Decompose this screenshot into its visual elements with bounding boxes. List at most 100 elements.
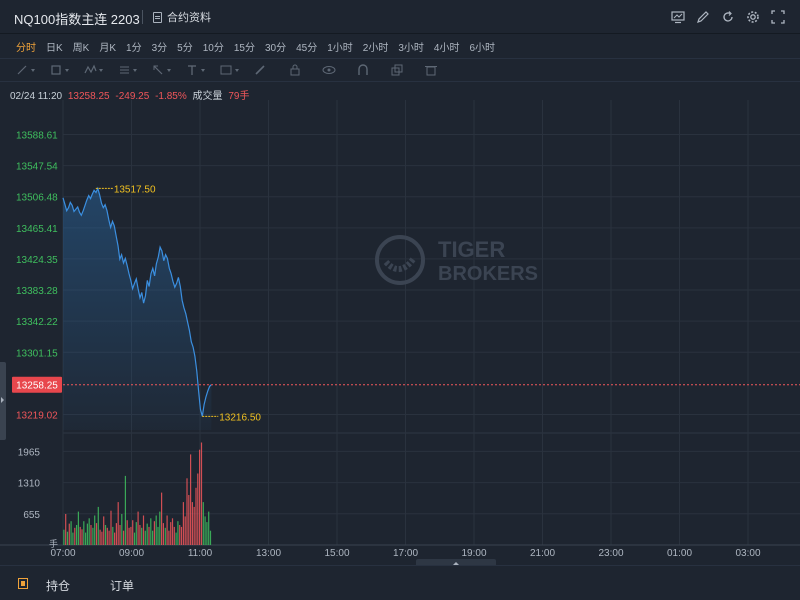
volume-bar <box>142 515 145 545</box>
volume-bar <box>173 526 175 545</box>
volume-bar <box>90 525 92 545</box>
intraday-chart[interactable]: TIGER BROKERS 13588.61 13547.54 13506.48 13… <box>0 100 800 562</box>
period-tab[interactable]: 45分 <box>296 42 318 54</box>
volume-bar <box>68 523 70 545</box>
price-tick-label: 13301.15 <box>16 348 58 359</box>
fullscreen-icon[interactable] <box>770 9 786 25</box>
price-tick-label: 13424.35 <box>16 255 58 266</box>
period-tab[interactable]: 月K <box>99 42 117 54</box>
contract-info-label: 合约资料 <box>167 12 211 24</box>
current-price-tag <box>12 376 62 393</box>
quote-price: 13258.25 <box>67 91 110 102</box>
volume-bar <box>81 529 83 545</box>
volume-bar <box>137 511 139 545</box>
period-tab[interactable]: 30分 <box>264 42 287 54</box>
price-area-fill <box>63 188 212 430</box>
instrument-title: NQ100指数主连 2203 <box>14 12 140 27</box>
header-tools <box>670 9 786 25</box>
volume-bar <box>170 522 172 545</box>
time-tick-label: 21:00 <box>530 548 555 559</box>
volume-bar <box>70 521 72 545</box>
period-tab[interactable]: 1小时 <box>327 42 353 54</box>
quote-datetime: 02/24 11:20 <box>10 91 63 102</box>
current-price-tag-label: 13258.25 <box>16 381 58 392</box>
volume-bar <box>124 475 126 545</box>
period-tab[interactable]: 6小时 <box>469 42 496 54</box>
brush-icon[interactable] <box>254 63 276 77</box>
tab-orders[interactable]: 订单 <box>110 579 135 593</box>
volume-tick-label: 655 <box>23 510 40 521</box>
volume-bar <box>99 529 101 545</box>
volume-bar <box>86 523 88 545</box>
volume-bar <box>114 532 116 545</box>
contract-info-button[interactable]: 合约资料 <box>153 9 211 25</box>
fibonacci-tool-icon[interactable] <box>118 63 140 77</box>
period-tab[interactable]: 4小时 <box>433 42 460 54</box>
price-tick-label: 13588.61 <box>16 131 58 142</box>
period-tab[interactable]: 分时 <box>16 42 36 54</box>
eye-icon[interactable] <box>322 63 344 77</box>
volume-bar <box>79 526 81 545</box>
volume-bar <box>94 515 96 545</box>
volume-bar <box>76 525 78 545</box>
volume-bar <box>162 523 164 545</box>
volume-bar <box>123 530 125 545</box>
image-tool-icon[interactable] <box>220 63 242 77</box>
left-panel-toggle[interactable] <box>0 362 6 440</box>
edit-icon[interactable] <box>695 9 711 25</box>
period-tab[interactable]: 3小时 <box>398 42 424 54</box>
rectangle-tool-icon[interactable] <box>50 63 72 77</box>
volume-bar <box>206 522 208 545</box>
positions-icon <box>18 578 28 589</box>
volume-bar <box>200 442 203 545</box>
volume-bar <box>188 495 190 545</box>
volume-tick-label: 1965 <box>18 447 41 458</box>
volume-bar <box>66 531 69 545</box>
volume-bar <box>199 449 201 545</box>
bottom-panel-toggle[interactable] <box>416 559 496 565</box>
period-tab[interactable]: 15分 <box>233 42 255 54</box>
volume-bar <box>180 526 183 545</box>
volume-bar <box>141 527 143 545</box>
price-tick-label: 13465.41 <box>16 224 58 235</box>
volume-bar <box>197 473 199 545</box>
gear-icon[interactable] <box>745 9 761 25</box>
volume-bar <box>139 525 141 545</box>
period-tab[interactable]: 1分 <box>126 42 142 54</box>
period-tab[interactable]: 日K <box>46 42 63 54</box>
magnet-icon[interactable] <box>356 63 378 77</box>
volume-bar <box>146 523 148 545</box>
volume-bar <box>112 526 114 545</box>
tab-positions[interactable]: 持仓 <box>46 579 71 593</box>
trash-icon[interactable] <box>424 63 446 77</box>
period-tab[interactable]: 10分 <box>202 42 224 54</box>
copy-icon[interactable] <box>390 63 412 77</box>
volume-bar <box>115 523 117 545</box>
refresh-icon[interactable] <box>720 9 736 25</box>
drawing-toolbar <box>0 58 800 82</box>
volume-bar <box>92 527 94 545</box>
text-tool-icon[interactable] <box>186 63 208 77</box>
volume-bar <box>108 530 110 545</box>
period-tab[interactable]: 3分 <box>151 42 168 54</box>
volume-bar <box>74 527 76 545</box>
volume-bar <box>144 530 146 545</box>
price-tick-label: 13506.48 <box>16 193 58 204</box>
period-tab[interactable]: 周K <box>72 42 90 54</box>
volume-bar <box>152 530 154 545</box>
volume-bar <box>161 492 163 545</box>
chart-settings-icon[interactable] <box>670 9 686 25</box>
trendline-tool-icon[interactable] <box>16 63 38 77</box>
volume-bar <box>204 516 206 545</box>
arrow-tool-icon[interactable] <box>152 63 174 77</box>
chart-canvas: TIGER BROKERS 13588.61 13547.54 13506.48 13… <box>0 100 800 559</box>
time-tick-label: 15:00 <box>324 548 349 559</box>
period-tab[interactable]: 5分 <box>177 42 193 54</box>
wave-tool-icon[interactable] <box>84 63 106 77</box>
volume-label: 成交量 <box>192 91 223 102</box>
period-tab[interactable]: 2小时 <box>362 42 389 54</box>
quote-change-percent: -1.85% <box>155 91 187 102</box>
lock-icon[interactable] <box>288 63 310 77</box>
time-tick-label: 23:00 <box>598 548 623 559</box>
time-tick-label: 17:00 <box>393 548 418 559</box>
